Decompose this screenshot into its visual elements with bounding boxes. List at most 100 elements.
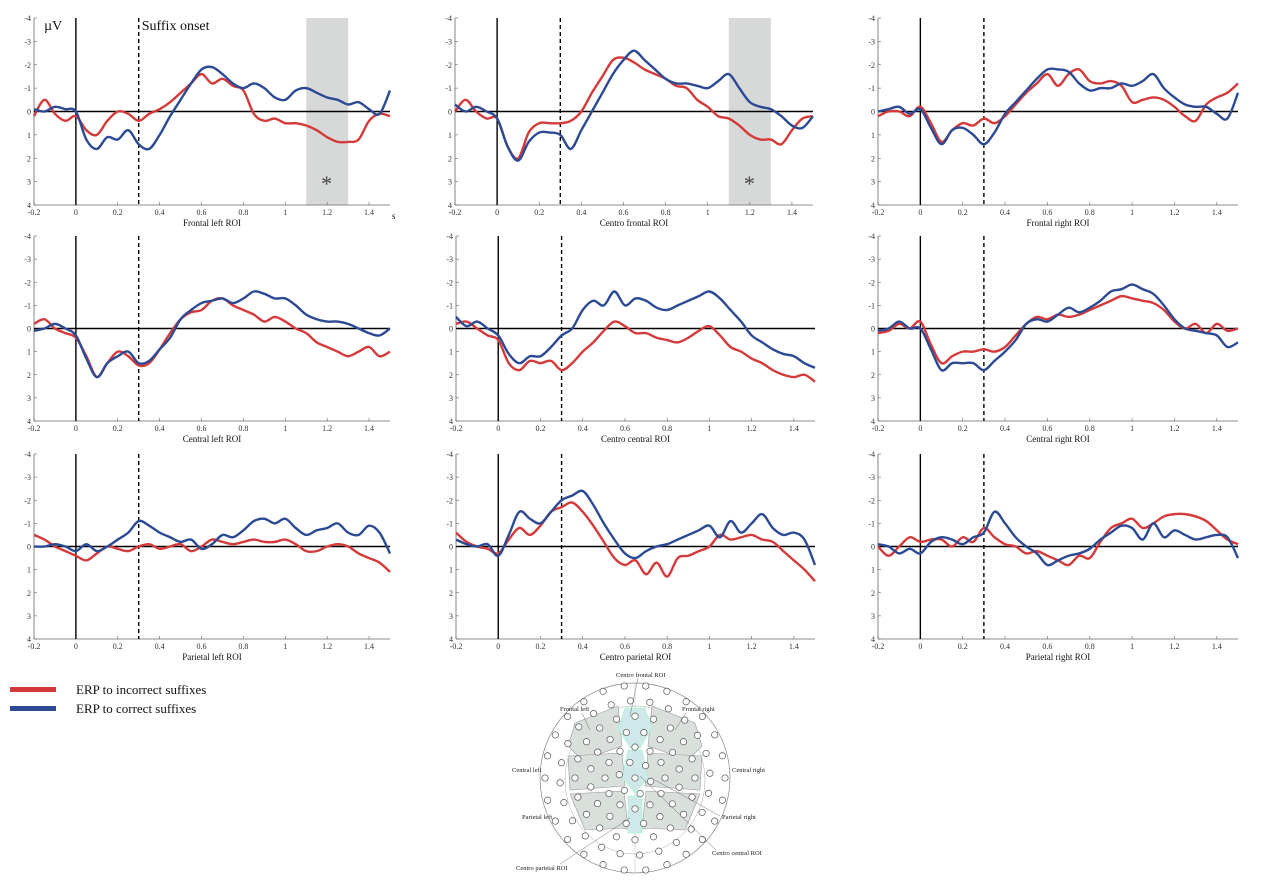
x-tick-label: 1.4	[787, 208, 797, 217]
chart-title: Centro central ROI	[601, 434, 670, 444]
electrode-marker	[580, 698, 588, 706]
x-tick-label: 1.4	[1212, 642, 1222, 651]
electrode-marker	[636, 790, 644, 798]
y-tick-label: -1	[446, 519, 453, 528]
y-tick-label: 3	[27, 394, 31, 403]
y-tick-label: -2	[24, 496, 31, 505]
electrode-marker	[642, 866, 650, 874]
x-tick-label: 1.2	[322, 424, 332, 433]
electrode-marker	[631, 743, 639, 751]
series-line-incorrect	[455, 320, 816, 383]
y-tick-label: -3	[24, 473, 31, 482]
electrode-marker	[599, 687, 607, 695]
electrode-marker	[560, 799, 568, 807]
y-tick-label: -3	[24, 255, 31, 264]
electrode-marker	[663, 861, 671, 869]
x-tick-label: 0.8	[661, 208, 671, 217]
electrode-marker	[646, 747, 654, 755]
x-tick-label: 0.4	[155, 208, 165, 217]
electrode-marker	[682, 698, 690, 706]
region-centro-frontal	[617, 707, 653, 749]
x-tick-label: 1.2	[747, 642, 757, 651]
y-tick-label: 3	[449, 394, 453, 403]
x-tick-label: 1	[707, 424, 711, 433]
x-tick-label: 0.4	[1000, 424, 1010, 433]
electrode-marker	[622, 819, 630, 827]
electrode-marker	[649, 715, 658, 723]
head-label-parietal-left: Parietal left	[522, 814, 552, 821]
x-tick-label: 1.4	[364, 642, 374, 651]
x-tick-label: -0.2	[872, 424, 885, 433]
x-tick-label: 1.4	[364, 424, 374, 433]
y-tick-label: 4	[871, 201, 875, 210]
electrode-marker	[596, 724, 604, 732]
x-tick-label: -0.2	[28, 642, 41, 651]
electrode-marker	[580, 850, 588, 858]
y-tick-label: 4	[449, 635, 453, 644]
series-line-incorrect	[32, 72, 391, 144]
y-tick-label: 4	[448, 201, 452, 210]
y-tick-label: 3	[871, 178, 875, 187]
significance-asterisk: *	[321, 171, 332, 196]
electrode-marker	[656, 813, 664, 821]
y-tick-label: 1	[448, 131, 452, 140]
y-tick-label: 2	[27, 154, 31, 163]
electrode-marker	[616, 747, 624, 755]
y-tick-label: -2	[445, 61, 452, 70]
x-tick-label: 0.2	[113, 208, 123, 217]
electrode-marker	[574, 793, 582, 801]
x-tick-label: 0.6	[620, 424, 630, 433]
legend-item-incorrect: ERP to incorrect suffixes	[10, 680, 206, 699]
y-tick-label: -3	[868, 255, 875, 264]
x-tick-label: -0.2	[450, 642, 463, 651]
x-tick-label: 1.4	[789, 642, 799, 651]
electrode-marker	[620, 786, 628, 794]
electrode-marker	[679, 810, 688, 818]
electrode-marker	[668, 748, 677, 756]
series-line-correct	[877, 510, 1240, 567]
legend-label-incorrect: ERP to incorrect suffixes	[76, 681, 207, 697]
y-tick-label: 0	[871, 108, 875, 117]
electrode-marker	[544, 752, 552, 760]
legend-item-correct: ERP to correct suffixes	[10, 699, 206, 718]
electrode-marker	[688, 793, 696, 801]
series-line-correct	[877, 67, 1240, 146]
electrode-marker	[575, 723, 583, 731]
y-tick-label: 0	[27, 325, 31, 334]
electrode-markers	[541, 682, 729, 874]
region-centro-central	[621, 749, 649, 794]
chart-frontal-right-roi: -4 -3 -2 -1 0 1 2 3 4-0.2 0 0.2 0.4 0.6 0.8 1 1.2 1.4 Fro…	[868, 14, 1240, 228]
y-tick-label: 4	[27, 417, 31, 426]
y-tick-label: -3	[868, 473, 875, 482]
legend-swatch-correct	[10, 706, 56, 711]
x-tick-label: 0.4	[576, 208, 586, 217]
chart-title: Central left ROI	[183, 434, 241, 444]
x-tick-label: 0.6	[197, 642, 207, 651]
x-tick-label: 1	[1130, 208, 1134, 217]
x-tick-label: 1.2	[745, 208, 755, 217]
head-label-central-left: Central left	[512, 767, 542, 774]
electrode-marker	[587, 765, 595, 773]
x-tick-label: 1.2	[747, 424, 757, 433]
electrode-marker	[598, 843, 606, 851]
y-tick-label: -4	[446, 232, 453, 241]
electrode-marker	[564, 740, 572, 748]
electrode-marker	[666, 824, 674, 832]
x-tick-label: 1.2	[1169, 642, 1179, 651]
electrode-marker	[702, 749, 710, 757]
head-label-centro-frontal: Centro frontal ROI	[616, 672, 665, 679]
y-tick-label: 4	[27, 635, 31, 644]
electrode-marker	[698, 712, 706, 721]
y-tick-label: -2	[868, 496, 875, 505]
chart-title: Centro frontal ROI	[600, 218, 668, 228]
y-tick-label: 3	[871, 612, 875, 621]
series-line-correct	[33, 65, 392, 151]
y-tick-label: -4	[868, 450, 875, 459]
electrode-marker	[616, 801, 624, 809]
chart-parietal-right-roi: -4 -3 -2 -1 0 1 2 3 4-0.2 0 0.2 0.4 0.6 0.8 1 1.2 1.4 Par…	[868, 450, 1240, 662]
y-tick-label: 2	[871, 371, 875, 380]
y-tick-label: -3	[868, 37, 875, 46]
x-tick-label: 0.8	[662, 424, 672, 433]
electrode-marker	[691, 774, 699, 782]
